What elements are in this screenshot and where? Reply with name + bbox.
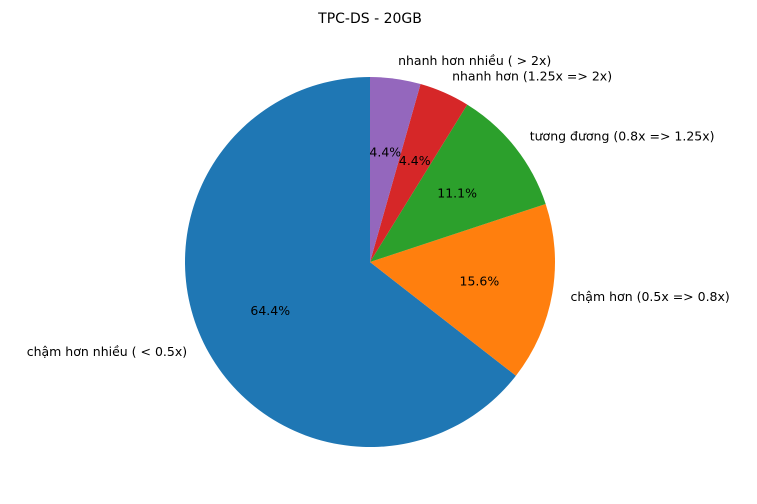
pie-slice: [185, 77, 516, 447]
slice-percent-label: 4.4%: [399, 153, 431, 168]
slice-percent-label: 4.4%: [369, 145, 401, 160]
pie-slices: [185, 77, 556, 447]
pie-slice: [370, 104, 546, 263]
pie-slice: [370, 77, 421, 262]
slice-category-label: chậm hơn (0.5x => 0.8x): [571, 289, 730, 304]
slice-labels: chậm hơn nhiều ( < 0.5x) chậm hơn (0.5x =…: [27, 53, 730, 359]
slice-category-label: chậm hơn nhiều ( < 0.5x): [27, 344, 187, 359]
pie-slice: [370, 84, 468, 262]
slice-percent-label: 11.1%: [437, 186, 477, 201]
slice-percent-label: 64.4%: [250, 303, 290, 318]
slice-percent-label: 15.6%: [460, 273, 500, 288]
slice-category-label: nhanh hơn nhiều ( > 2x): [398, 53, 551, 68]
chart-title: TPC-DS - 20GB: [317, 11, 422, 27]
pie-slice: [370, 203, 556, 376]
slice-category-label: tương đương (0.8x => 1.25x): [530, 128, 715, 143]
percent-labels: 64.4% 15.6% 11.1% 4.4%4.4%: [250, 145, 499, 319]
slice-category-label: nhanh hơn (1.25x => 2x): [452, 68, 612, 83]
